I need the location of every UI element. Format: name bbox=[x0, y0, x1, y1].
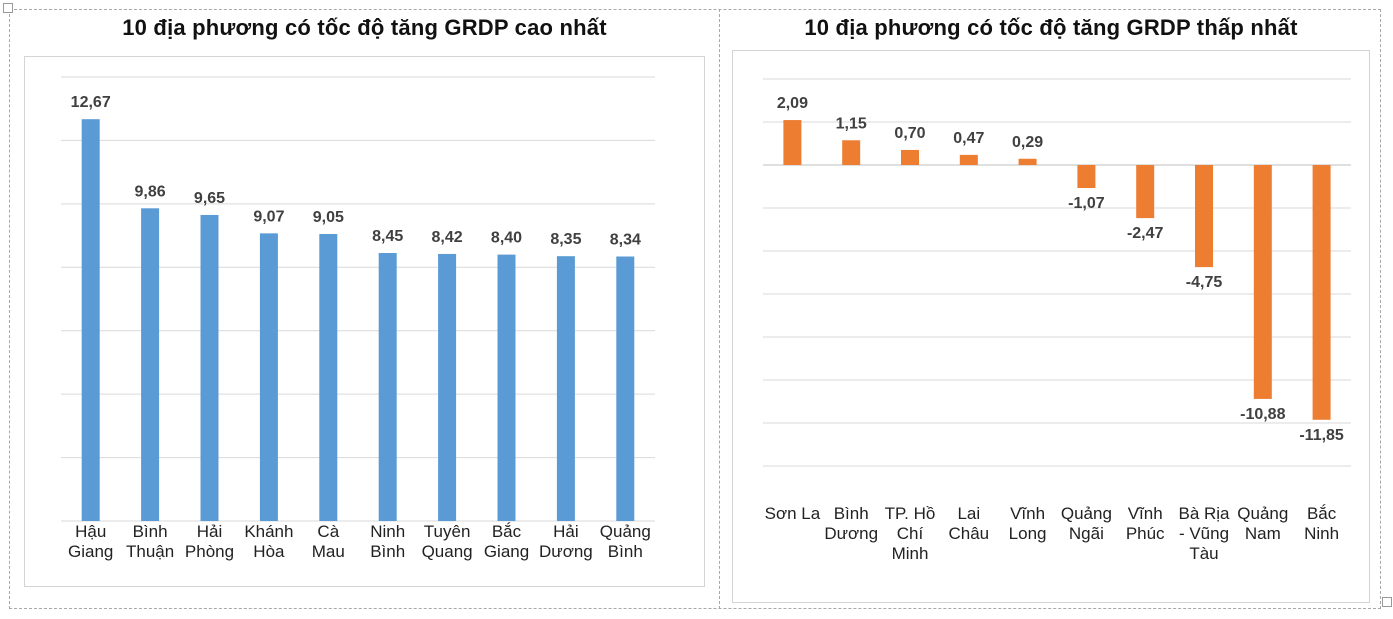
data-label: 8,34 bbox=[610, 232, 641, 249]
bar bbox=[1195, 165, 1213, 268]
data-label: 0,70 bbox=[894, 125, 925, 142]
category-label: Bà Rịa bbox=[1178, 504, 1230, 523]
bar bbox=[1136, 165, 1155, 219]
category-label: Bắc bbox=[1307, 504, 1337, 523]
panel-divider bbox=[719, 9, 720, 609]
category-label: Bình bbox=[133, 522, 168, 541]
data-label: 0,47 bbox=[953, 130, 984, 147]
category-label: Lai bbox=[957, 504, 980, 523]
bar bbox=[1312, 165, 1331, 420]
bar bbox=[1253, 165, 1272, 399]
data-label: 9,05 bbox=[313, 209, 344, 226]
figure-frame bbox=[9, 9, 1381, 609]
bar bbox=[259, 233, 278, 521]
category-label: Dương bbox=[824, 524, 878, 543]
bar bbox=[319, 233, 338, 521]
category-label: Chí bbox=[897, 524, 924, 543]
bar bbox=[200, 214, 219, 521]
chart-area-highest: 12,67 Hậu Giang 9,86 Bình Thuận 9,65 Hải Phòng 9,… bbox=[24, 56, 705, 587]
data-label: 8,45 bbox=[372, 228, 403, 245]
category-label: Quảng bbox=[1237, 504, 1288, 523]
category-label: TP. Hồ bbox=[885, 504, 936, 523]
bar bbox=[378, 253, 397, 521]
bar bbox=[616, 256, 635, 521]
data-label: -2,47 bbox=[1127, 225, 1164, 242]
category-label: Tuyên bbox=[424, 522, 471, 541]
data-label: 9,65 bbox=[194, 190, 225, 207]
bar bbox=[497, 254, 516, 521]
category-label: Vĩnh bbox=[1128, 504, 1163, 523]
data-label: 0,29 bbox=[1012, 134, 1043, 151]
category-label: Khánh bbox=[244, 522, 293, 541]
bar-chart-highest: 12,67HậuGiang9,86BìnhThuận9,65HảiPhòng9,… bbox=[61, 76, 655, 561]
data-label: 8,40 bbox=[491, 230, 522, 247]
category-label: Hậu bbox=[75, 522, 106, 541]
category-label: Phúc bbox=[1126, 524, 1165, 543]
data-label: -11,85 bbox=[1299, 427, 1344, 444]
category-label: Thuận bbox=[126, 542, 174, 561]
category-label: Ninh bbox=[1304, 524, 1339, 543]
bar bbox=[783, 120, 802, 165]
data-label: -4,75 bbox=[1186, 274, 1223, 291]
category-label: Mau bbox=[312, 542, 345, 561]
category-label: Châu bbox=[948, 524, 989, 543]
data-label: 8,35 bbox=[550, 231, 581, 248]
data-label: -1,07 bbox=[1068, 195, 1105, 212]
bar bbox=[842, 140, 861, 165]
category-label: Bắc bbox=[492, 522, 522, 541]
category-label: Hòa bbox=[253, 542, 285, 561]
category-label: Ngãi bbox=[1069, 524, 1104, 543]
data-label: 9,07 bbox=[253, 208, 284, 225]
category-label: Giang bbox=[484, 542, 529, 561]
bar bbox=[141, 208, 160, 521]
chart-panel-lowest: 10 địa phương có tốc độ tăng GRDP thấp n… bbox=[720, 0, 1382, 619]
category-label: Minh bbox=[892, 544, 929, 563]
data-label: 8,42 bbox=[432, 229, 463, 246]
category-label: Giang bbox=[68, 542, 113, 561]
data-label: 2,09 bbox=[777, 95, 808, 112]
bar bbox=[81, 119, 100, 522]
data-label: 9,86 bbox=[135, 183, 166, 200]
chart-area-lowest: 2,09 Sơn La 1,15 Bình Dương 0,70 TP. Hồ Chí Minh… bbox=[732, 50, 1370, 603]
category-label: Phòng bbox=[185, 542, 234, 561]
frame-handle-bottom-right bbox=[1382, 597, 1392, 607]
category-label: Hải bbox=[197, 522, 223, 541]
category-label: Cà bbox=[317, 522, 339, 541]
category-label: Quảng bbox=[1061, 504, 1112, 523]
category-label: Ninh bbox=[370, 522, 405, 541]
category-label: Tàu bbox=[1189, 544, 1218, 563]
data-label: 1,15 bbox=[836, 115, 867, 132]
chart-title-lowest: 10 địa phương có tốc độ tăng GRDP thấp n… bbox=[804, 15, 1298, 40]
category-label: Dương bbox=[539, 542, 593, 561]
bar bbox=[1077, 165, 1096, 189]
category-label: Quang bbox=[422, 542, 473, 561]
bar bbox=[901, 149, 919, 165]
data-label: 12,67 bbox=[71, 94, 111, 111]
chart-panel-highest: 10 địa phương có tốc độ tăng GRDP cao nh… bbox=[10, 0, 719, 619]
bar bbox=[438, 253, 457, 522]
category-label: Long bbox=[1009, 524, 1047, 543]
data-label: -10,88 bbox=[1240, 406, 1285, 423]
bar bbox=[556, 256, 575, 521]
bar bbox=[1018, 158, 1037, 165]
category-label: Quảng bbox=[600, 522, 651, 541]
category-label: Nam bbox=[1245, 524, 1281, 543]
bar bbox=[959, 154, 978, 165]
category-label: Hải bbox=[553, 522, 579, 541]
category-label: - Vũng bbox=[1179, 524, 1229, 543]
frame-handle-top-left bbox=[3, 3, 13, 13]
chart-title-highest: 10 địa phương có tốc độ tăng GRDP cao nh… bbox=[122, 15, 607, 40]
category-label: Bình bbox=[608, 542, 643, 561]
category-label: Bình bbox=[370, 542, 405, 561]
category-label: Sơn La bbox=[765, 504, 821, 523]
category-label: Vĩnh bbox=[1010, 504, 1045, 523]
category-label: Bình bbox=[834, 504, 869, 523]
